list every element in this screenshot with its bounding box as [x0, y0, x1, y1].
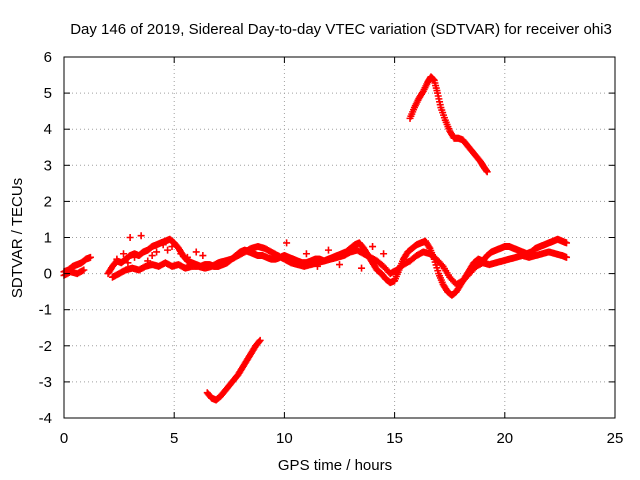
data-point-secondary-band	[438, 261, 446, 269]
data-point-scattered-points	[177, 250, 185, 258]
x-axis-label: GPS time / hours	[278, 457, 392, 474]
data-point-scattered-points	[159, 241, 167, 249]
x-tick-label: 20	[496, 430, 513, 447]
data-point-scattered-points	[137, 232, 145, 240]
data-point-scattered-points	[313, 262, 321, 270]
data-point-scattered-points	[302, 250, 310, 258]
data-point-upper-arc	[483, 168, 491, 176]
data-point-scattered-points	[153, 248, 161, 256]
data-point-scattered-points	[144, 257, 152, 265]
data-point-main-band	[563, 239, 571, 247]
y-tick-label: 6	[44, 49, 52, 66]
data-point-main-band	[425, 243, 433, 251]
y-tick-label: 1	[44, 230, 52, 247]
axis-ticks	[63, 56, 616, 419]
data-point-scattered-points	[124, 259, 132, 267]
y-tick-label: -1	[39, 302, 52, 319]
data-point-scattered-points	[358, 264, 366, 272]
data-point-scattered-points	[336, 261, 343, 269]
x-tick-label: 25	[607, 430, 624, 447]
data-point-scattered-points	[113, 255, 121, 263]
data-point-lower-arc	[256, 336, 264, 344]
y-tick-label: 4	[44, 121, 52, 138]
y-axis-label: SDTVAR / TECUs	[9, 178, 26, 298]
data-point-scattered-points	[199, 252, 207, 260]
data-point-scattered-points	[120, 250, 128, 258]
data-point-main-band	[86, 253, 94, 261]
data-point-scattered-points	[168, 243, 176, 251]
data-point-scattered-points	[380, 250, 388, 258]
data-point-scattered-points	[192, 248, 200, 256]
grid-lines	[64, 57, 615, 418]
tick-labels: 0 5 10 15 20 25 -4 -3 -2 -1 0 1 2 3 4 5 6	[39, 49, 624, 447]
data-point-scattered-points	[126, 234, 134, 241]
y-tick-label: 3	[44, 157, 52, 174]
data-point-scattered-points	[283, 239, 291, 247]
y-tick-label: -3	[39, 374, 52, 391]
x-tick-label: 15	[386, 430, 403, 447]
data-point-lower-arc	[255, 337, 263, 345]
x-tick-label: 5	[170, 430, 178, 447]
data-point-scattered-points	[164, 246, 172, 254]
data-point-scattered-points	[131, 253, 139, 261]
y-tick-label: 2	[44, 193, 52, 210]
data-point-scattered-points	[148, 252, 156, 260]
data-point-secondary-band	[563, 253, 571, 261]
x-tick-label: 0	[60, 430, 68, 447]
data-point-scattered-points	[289, 259, 297, 267]
data-point-scattered-points	[324, 246, 332, 254]
y-tick-label: 0	[44, 266, 52, 283]
data-point-scattered-points	[183, 253, 191, 261]
y-tick-label: -2	[39, 338, 52, 355]
data-point-scattered-points	[369, 243, 377, 251]
chart-title: Day 146 of 2019, Sidereal Day-to-day VTE…	[70, 21, 612, 38]
x-tick-label: 10	[276, 430, 293, 447]
y-tick-label: 5	[44, 85, 52, 102]
data-point-secondary-band	[80, 266, 88, 274]
data-points	[60, 73, 571, 404]
y-tick-label: -4	[39, 410, 52, 427]
